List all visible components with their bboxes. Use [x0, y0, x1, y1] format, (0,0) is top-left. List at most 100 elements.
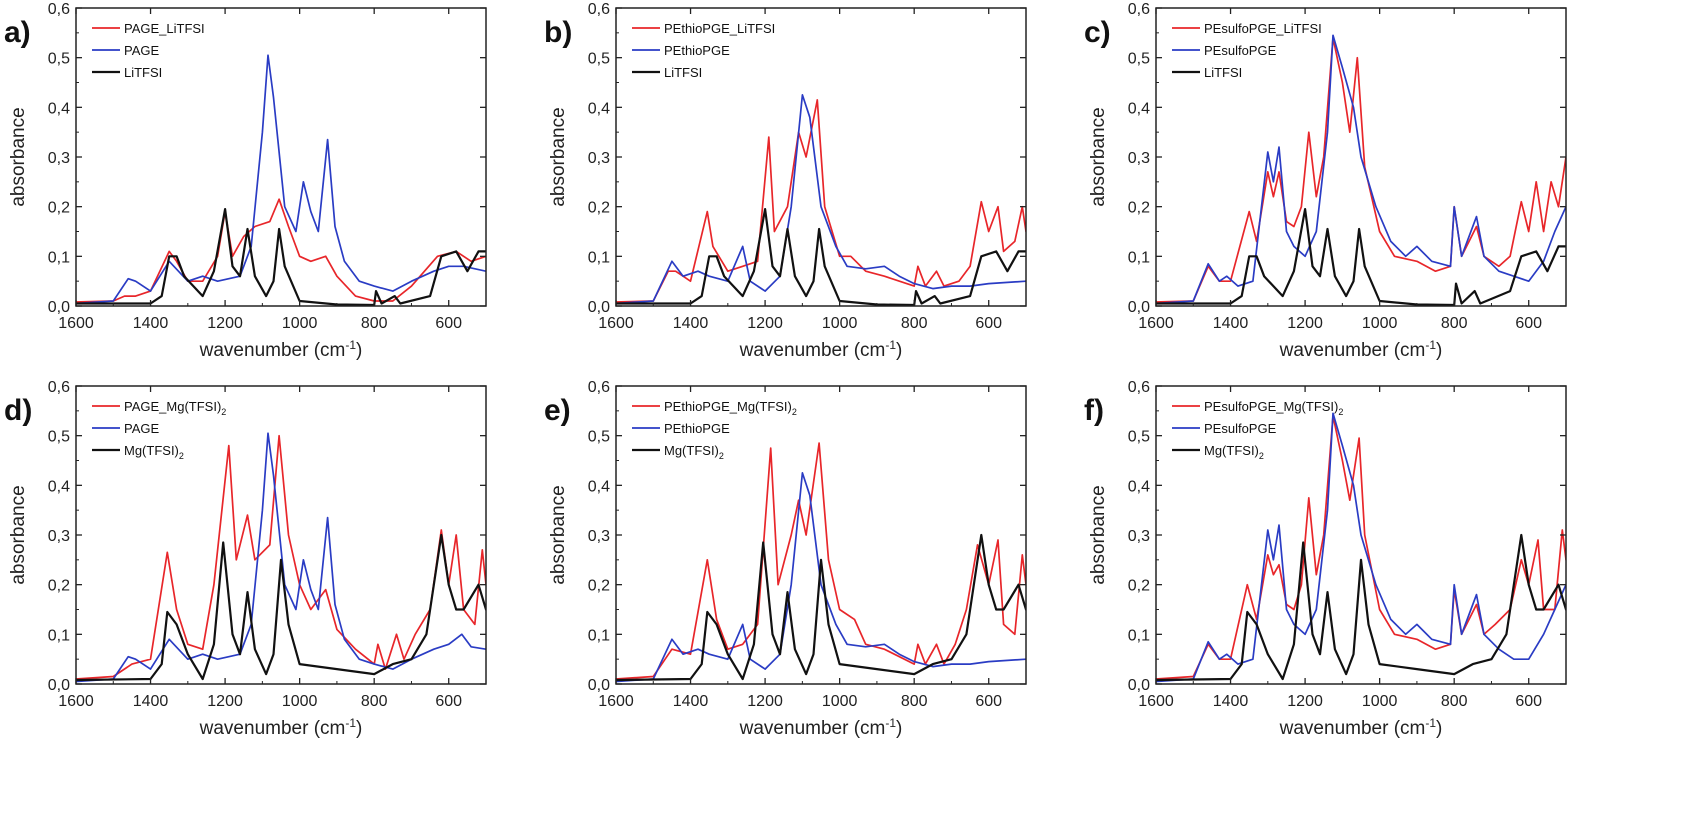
x-tick-label: 1600 — [1138, 315, 1174, 332]
y-tick-label: 0,1 — [48, 249, 70, 266]
legend-entry: PEsulfoPGE_Mg(TFSI)2 — [1204, 399, 1343, 417]
x-tick-label: 600 — [435, 315, 462, 332]
series-line — [616, 94, 1026, 305]
y-tick-label: 0,5 — [1128, 429, 1150, 446]
x-tick-label: 1000 — [822, 315, 858, 332]
x-tick-label: 1600 — [598, 315, 634, 332]
y-tick-label: 0,5 — [588, 429, 610, 446]
x-tick-label: 1600 — [598, 693, 634, 710]
series-line — [1156, 208, 1566, 306]
series-line — [76, 208, 486, 306]
y-tick-label: 0,0 — [48, 677, 70, 694]
x-tick-label: 1200 — [207, 315, 243, 332]
y-tick-label: 0,3 — [48, 150, 70, 167]
legend: PAGE_Mg(TFSI)2 PAGE Mg(TFSI)2 — [92, 399, 226, 461]
legend-entry: PEthioPGE_Mg(TFSI)2 — [664, 399, 797, 417]
legend-entry: LiTFSI — [664, 65, 702, 80]
y-tick-label: 0,5 — [588, 51, 610, 68]
x-tick-label: 1400 — [1213, 315, 1249, 332]
legend-entry: PEsulfoPGE_LiTFSI — [1204, 21, 1322, 36]
x-axis-label: wavenumber (cm-1) — [1279, 338, 1443, 361]
x-tick-label: 1400 — [673, 693, 709, 710]
y-tick-label: 0,6 — [588, 379, 610, 396]
y-tick-label: 0,2 — [588, 200, 610, 217]
y-tick-label: 0,6 — [1128, 1, 1150, 18]
x-tick-label: 600 — [975, 315, 1002, 332]
legend-entry: LiTFSI — [1204, 65, 1242, 80]
y-tick-label: 0,1 — [588, 627, 610, 644]
series-line — [76, 198, 486, 303]
series-line — [616, 208, 1026, 306]
legend-entry: PEsulfoPGE — [1204, 43, 1277, 58]
y-tick-label: 0,4 — [48, 478, 70, 495]
series-line — [76, 533, 486, 682]
y-tick-label: 0,1 — [48, 627, 70, 644]
panel-label: b) — [544, 16, 572, 49]
x-tick-label: 600 — [1515, 315, 1542, 332]
y-tick-label: 0,5 — [48, 51, 70, 68]
y-tick-label: 0,2 — [1128, 200, 1150, 217]
panel-label: c) — [1084, 16, 1111, 49]
legend-entry: PEthioPGE — [664, 43, 730, 58]
y-axis-label: absorbance — [1088, 485, 1109, 584]
y-tick-label: 0,0 — [48, 299, 70, 316]
series-group — [1156, 34, 1566, 306]
y-tick-label: 0,0 — [1128, 677, 1150, 694]
legend: PEsulfoPGE_Mg(TFSI)2 PEsulfoPGE Mg(TFSI)2 — [1172, 399, 1343, 461]
y-axis-label: absorbance — [548, 107, 569, 206]
legend-entry: Mg(TFSI)2 — [1204, 443, 1264, 461]
x-tick-label: 1200 — [1287, 693, 1323, 710]
legend-entry: PAGE_Mg(TFSI)2 — [124, 399, 226, 417]
panel-label: e) — [544, 394, 571, 427]
legend-entry: PAGE_LiTFSI — [124, 21, 205, 36]
chart-panel: 0,0 0,1 0,2 0,3 0,4 0,5 0,6 1600 1400 1200 1000 800… — [4, 379, 487, 739]
legend: PAGE_LiTFSI PAGE LiTFSI — [92, 21, 205, 80]
series-line — [76, 54, 486, 305]
chart-panel: 0,0 0,1 0,2 0,3 0,4 0,5 0,6 1600 1400 1200 1000 800… — [1084, 1, 1567, 361]
x-tick-label: 1000 — [822, 693, 858, 710]
series-line — [1156, 34, 1566, 305]
series-line — [1156, 533, 1566, 682]
x-tick-label: 1200 — [747, 693, 783, 710]
y-tick-label: 0,0 — [1128, 299, 1150, 316]
x-tick-label: 1600 — [1138, 693, 1174, 710]
y-tick-label: 0,5 — [1128, 51, 1150, 68]
x-axis-label: wavenumber (cm-1) — [199, 716, 363, 739]
x-axis-label: wavenumber (cm-1) — [739, 338, 903, 361]
y-tick-label: 0,3 — [48, 528, 70, 545]
y-axis-label: absorbance — [1088, 107, 1109, 206]
series-line — [1156, 412, 1566, 683]
y-tick-label: 0,2 — [48, 578, 70, 595]
y-tick-label: 0,1 — [1128, 249, 1150, 266]
legend-entry: Mg(TFSI)2 — [664, 443, 724, 461]
y-tick-label: 0,3 — [588, 150, 610, 167]
x-tick-label: 600 — [975, 693, 1002, 710]
y-tick-label: 0,0 — [588, 677, 610, 694]
y-tick-label: 0,0 — [588, 299, 610, 316]
panel-label: d) — [4, 394, 32, 427]
x-tick-label: 1000 — [282, 315, 318, 332]
x-tick-label: 1400 — [1213, 693, 1249, 710]
x-tick-label: 800 — [1441, 315, 1468, 332]
x-tick-label: 1400 — [673, 315, 709, 332]
legend-entry: PEthioPGE_LiTFSI — [664, 21, 775, 36]
y-axis-label: absorbance — [8, 107, 29, 206]
x-tick-label: 1200 — [747, 315, 783, 332]
panel-label: a) — [4, 16, 31, 49]
x-tick-label: 600 — [435, 693, 462, 710]
series-group — [1156, 412, 1566, 683]
legend: PEthioPGE_LiTFSI PEthioPGE LiTFSI — [632, 21, 775, 80]
x-tick-label: 800 — [361, 693, 388, 710]
series-line — [76, 432, 486, 683]
series-line — [616, 533, 1026, 682]
y-tick-label: 0,3 — [1128, 528, 1150, 545]
x-tick-label: 1000 — [1362, 315, 1398, 332]
x-tick-label: 800 — [361, 315, 388, 332]
y-tick-label: 0,6 — [588, 1, 610, 18]
x-tick-label: 800 — [1441, 693, 1468, 710]
y-tick-label: 0,4 — [588, 100, 610, 117]
chart-panel: 0,0 0,1 0,2 0,3 0,4 0,5 0,6 1600 1400 1200 1000 800… — [544, 1, 1027, 361]
legend-entry: PAGE — [124, 43, 159, 58]
y-tick-label: 0,6 — [1128, 379, 1150, 396]
